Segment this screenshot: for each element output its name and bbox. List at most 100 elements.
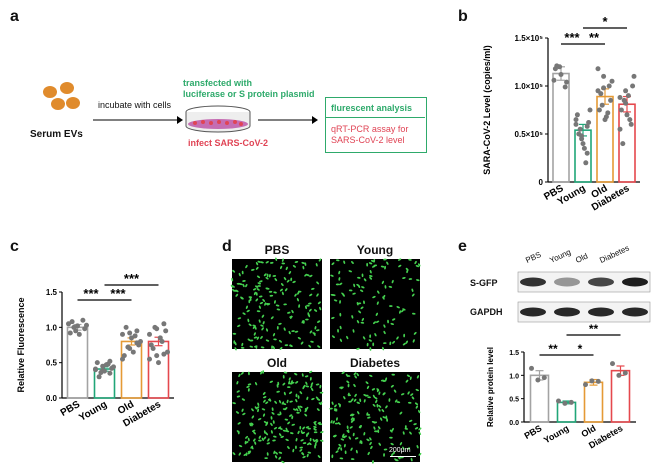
cell — [410, 393, 414, 396]
cell — [247, 318, 250, 323]
cell — [273, 338, 277, 341]
cell — [282, 382, 286, 386]
cell — [304, 413, 308, 417]
data-point — [161, 321, 167, 327]
cell — [279, 288, 283, 292]
cell — [341, 292, 345, 296]
cell — [333, 299, 338, 302]
cell — [306, 304, 310, 307]
cell — [391, 279, 394, 284]
bar — [610, 369, 631, 423]
cell — [267, 438, 270, 442]
cell — [348, 270, 352, 273]
cell — [331, 316, 335, 319]
data-point — [628, 121, 634, 127]
cell — [381, 280, 385, 285]
cell — [359, 440, 362, 444]
data-point — [631, 73, 637, 79]
cell — [320, 439, 324, 442]
cell — [280, 265, 283, 270]
cell — [232, 269, 236, 273]
cell — [269, 294, 274, 297]
y-tick-label: 0.5 — [509, 397, 519, 404]
data-point — [620, 141, 626, 147]
transfected-label-1: transfected with — [183, 78, 253, 88]
cell — [352, 329, 355, 333]
cell — [413, 331, 417, 335]
data-point — [163, 328, 169, 334]
cell — [292, 448, 295, 453]
data-point — [80, 317, 86, 323]
cell — [287, 311, 291, 314]
cell — [301, 452, 305, 456]
cell — [253, 438, 256, 442]
cell — [272, 420, 275, 424]
cell — [351, 413, 355, 417]
cell — [256, 288, 260, 291]
cell — [357, 302, 362, 305]
cell — [287, 421, 291, 425]
cell — [312, 332, 316, 335]
scale-bar — [390, 456, 416, 457]
cell — [361, 317, 364, 322]
significance-label: *** — [124, 271, 140, 286]
cell — [255, 345, 258, 349]
cell — [411, 288, 414, 292]
data-point — [161, 351, 167, 357]
cell — [391, 373, 396, 376]
cell — [262, 321, 265, 325]
cell — [288, 382, 293, 385]
cell — [351, 315, 354, 319]
cell — [284, 288, 288, 292]
cell — [269, 261, 274, 264]
data-point — [67, 330, 73, 336]
cell — [337, 446, 341, 450]
cell — [263, 430, 266, 434]
cell — [314, 438, 318, 442]
data-point — [589, 378, 595, 384]
cell — [390, 442, 394, 446]
data-point — [150, 346, 156, 352]
cell — [255, 292, 258, 296]
cell — [258, 295, 263, 298]
cell — [272, 439, 276, 442]
cell — [293, 408, 297, 411]
cell — [342, 433, 345, 437]
cell — [264, 457, 268, 460]
data-point — [624, 112, 630, 118]
cell — [249, 297, 252, 301]
cell — [332, 420, 335, 424]
cell — [337, 328, 339, 333]
cell — [261, 408, 266, 411]
y-tick-label: 1.0×10⁵ — [515, 82, 544, 91]
scale-bar-label: 200μm — [389, 447, 411, 454]
cell — [237, 324, 241, 328]
cell — [378, 442, 381, 446]
cell — [273, 450, 276, 455]
cell — [358, 425, 362, 429]
cell — [234, 347, 237, 351]
cell — [248, 371, 250, 376]
cell — [388, 398, 391, 402]
cell — [371, 388, 376, 391]
significance-label: ** — [589, 30, 600, 45]
cell — [257, 285, 261, 287]
cell — [248, 296, 253, 299]
data-point — [123, 324, 129, 330]
cell — [282, 408, 287, 411]
blot-row-label-sgfp: S-GFP — [470, 278, 498, 288]
data-point — [134, 340, 140, 346]
cell — [288, 330, 291, 335]
serum-evs-label: Serum EVs — [30, 129, 83, 140]
cell — [276, 308, 281, 311]
cell — [247, 437, 250, 442]
cell — [373, 321, 377, 325]
data-point — [76, 331, 82, 337]
cell — [339, 312, 342, 317]
cell — [372, 295, 376, 299]
cell — [242, 280, 246, 282]
cell — [418, 409, 421, 414]
cell — [368, 262, 373, 265]
